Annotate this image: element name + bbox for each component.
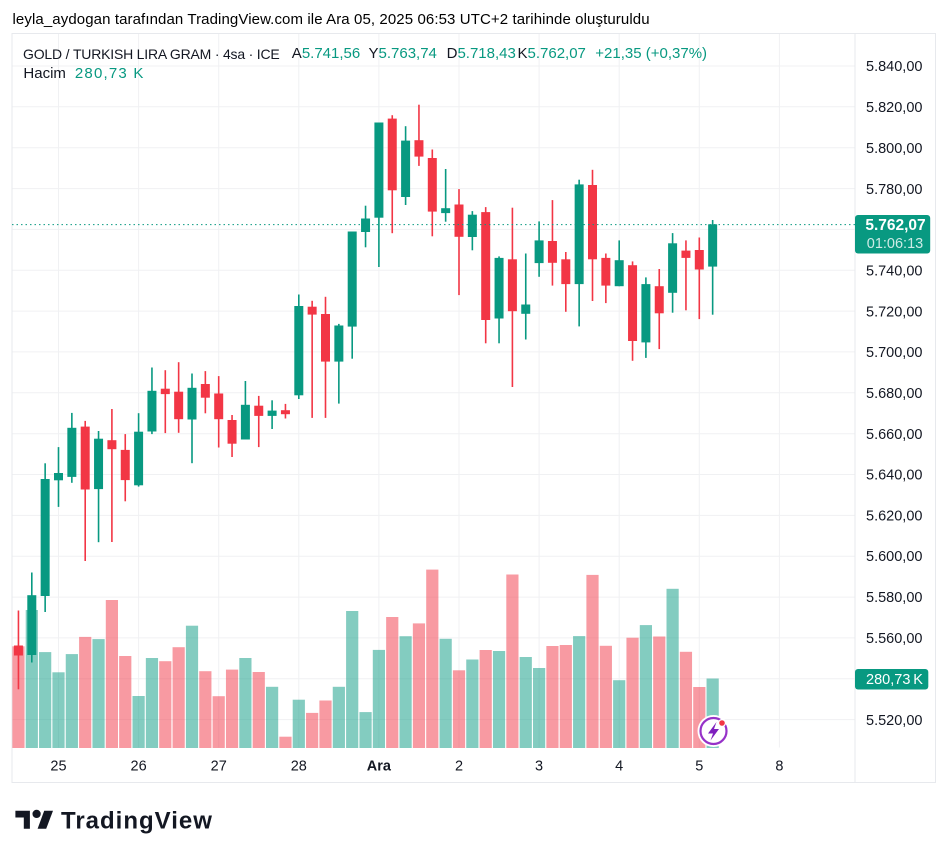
svg-text:5.580,00: 5.580,00 [866,590,922,606]
svg-text:28: 28 [291,759,307,775]
svg-text:5.780,00: 5.780,00 [866,182,922,198]
svg-text:2: 2 [455,759,463,775]
svg-text:5.800,00: 5.800,00 [866,141,922,157]
svg-text:Ara: Ara [367,759,392,775]
svg-text:5.620,00: 5.620,00 [866,509,922,525]
svg-text:5.680,00: 5.680,00 [866,386,922,402]
svg-text:5.762,07: 5.762,07 [865,217,925,234]
svg-text:5.520,00: 5.520,00 [866,713,922,729]
svg-text:27: 27 [211,759,227,775]
svg-text:280,73 K: 280,73 K [866,672,923,688]
svg-text:25: 25 [50,759,66,775]
svg-text:5.820,00: 5.820,00 [866,100,922,116]
svg-text:5.740,00: 5.740,00 [866,263,922,279]
svg-text:5.660,00: 5.660,00 [866,427,922,443]
svg-text:5.720,00: 5.720,00 [866,304,922,320]
svg-text:5.640,00: 5.640,00 [866,468,922,484]
svg-text:5: 5 [695,759,703,775]
svg-text:TradingView: TradingView [61,808,213,835]
svg-text:26: 26 [131,759,147,775]
svg-text:5.560,00: 5.560,00 [866,631,922,647]
svg-text:5.700,00: 5.700,00 [866,345,922,361]
svg-text:5.600,00: 5.600,00 [866,549,922,565]
svg-text:5.840,00: 5.840,00 [866,59,922,75]
svg-text:4: 4 [615,759,623,775]
svg-text:8: 8 [775,759,783,775]
svg-text:3: 3 [535,759,543,775]
svg-text:01:06:13: 01:06:13 [867,236,923,252]
